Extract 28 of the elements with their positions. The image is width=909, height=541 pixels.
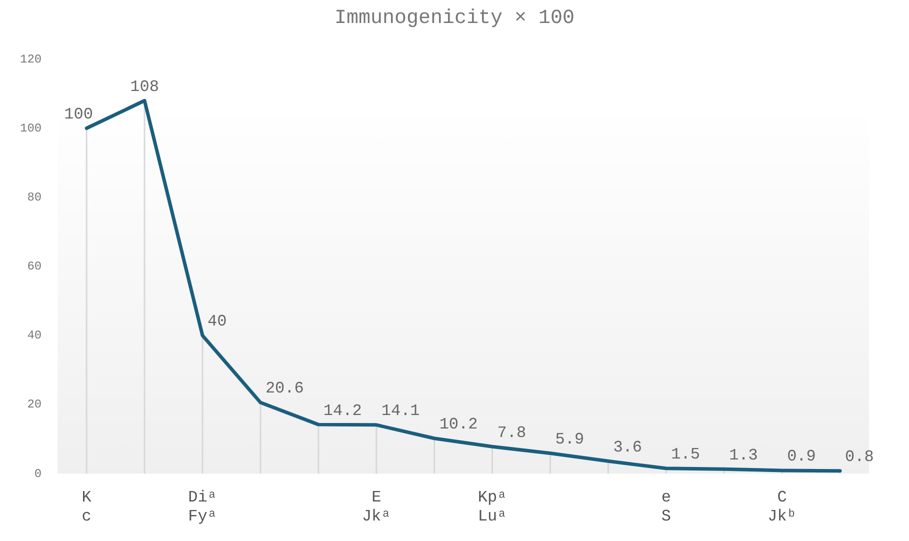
x-tick-label: E Jkᵃ [362,488,391,526]
y-tick-label: 100 [20,121,42,136]
data-label: 0.9 [787,448,816,466]
data-label: 3.6 [613,438,642,456]
data-label: 40 [207,312,227,331]
data-label: 0.8 [845,448,874,466]
y-tick-label: 120 [20,52,42,66]
data-label: 100 [64,106,93,124]
y-tick-label: 40 [27,328,42,343]
x-tick-label: C Jkᵇ [768,488,796,526]
x-tick-label: e S [661,488,671,526]
data-label: 14.2 [323,402,362,420]
data-label: 5.9 [555,430,584,448]
x-tick-label: Kpᵃ Luᵃ [478,488,507,526]
data-label: 20.6 [265,380,304,398]
y-tick-label: 60 [27,260,42,274]
y-tick-label: 80 [27,190,42,205]
x-tick-label: K c [82,488,92,526]
data-label: 1.3 [729,446,758,464]
data-label: 7.8 [497,424,526,442]
data-label: 10.2 [439,416,478,434]
x-tick-label: Diᵃ Fyᵃ [188,488,217,526]
data-label: 14.1 [381,402,420,420]
chart-title: Immunogenicity × 100 [333,6,576,32]
data-label: 108 [130,78,159,96]
y-tick-label: 20 [27,398,42,412]
y-tick-label: 0 [34,466,42,481]
data-label: 1.5 [671,446,700,464]
